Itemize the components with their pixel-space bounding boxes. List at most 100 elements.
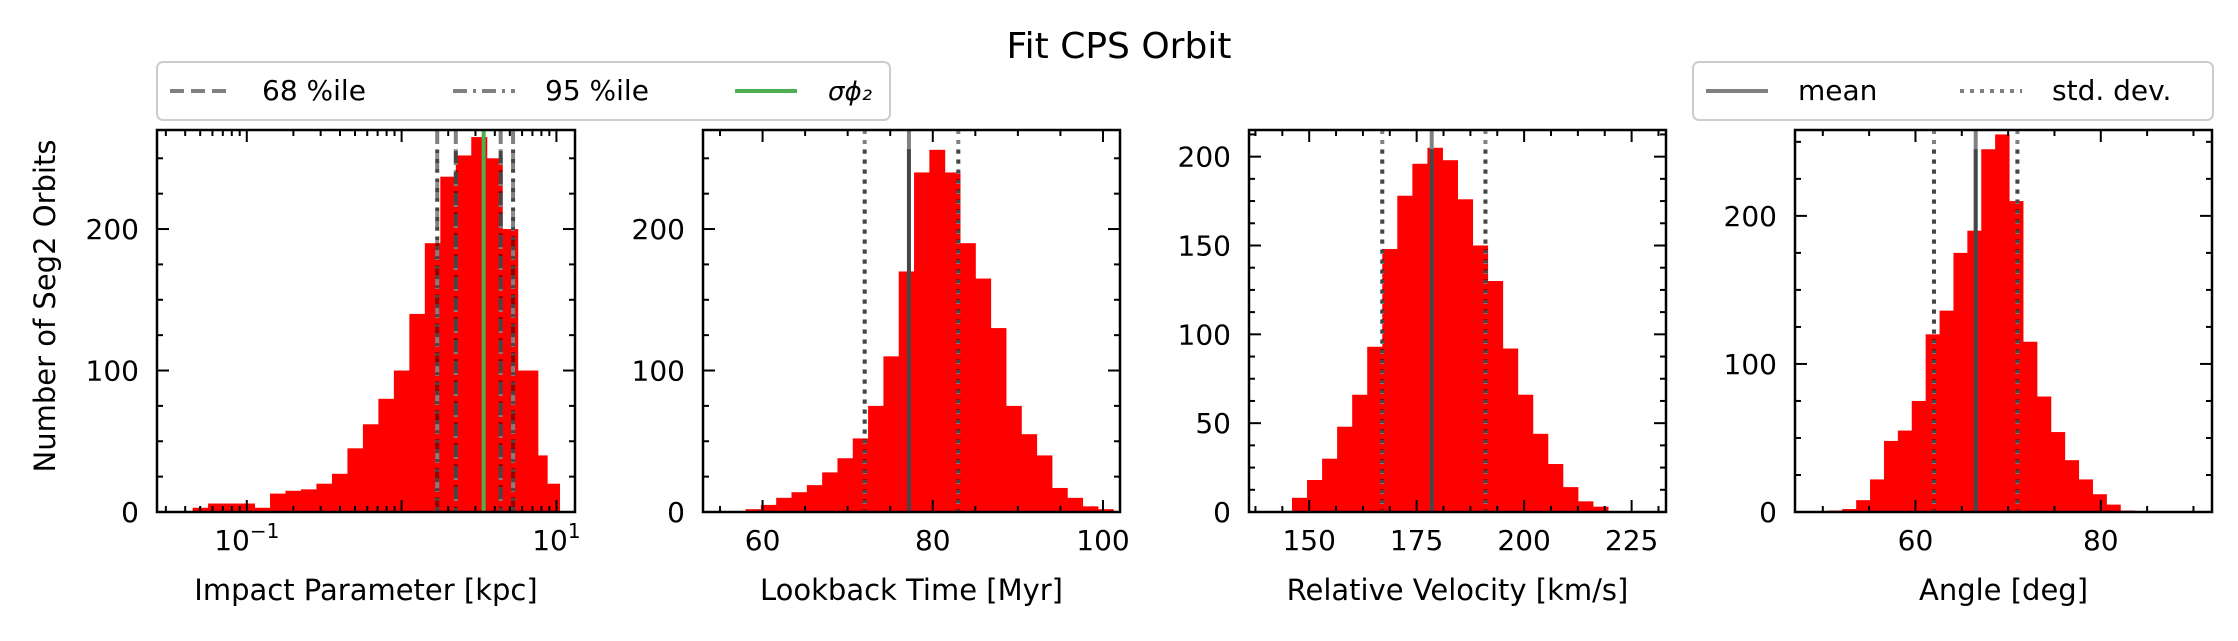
x-tick-label: 60 bbox=[1898, 524, 1934, 557]
x-axis-label: Lookback Time [Myr] bbox=[760, 573, 1063, 607]
legend-left-label-sigma: σϕ₂ bbox=[828, 77, 872, 107]
axes-frame bbox=[701, 128, 1122, 514]
y-axis-label: Number of Seg2 Orbits bbox=[28, 140, 62, 473]
legend-right-entry-std: std. dev. bbox=[1960, 74, 2171, 107]
bar bbox=[2064, 460, 2080, 512]
bar bbox=[1442, 160, 1458, 512]
bar bbox=[1382, 249, 1398, 512]
bar bbox=[898, 271, 915, 512]
legend-left-entry-68: 68 %ile bbox=[170, 74, 366, 107]
bar bbox=[822, 472, 838, 512]
bar bbox=[1911, 400, 1927, 512]
x-tick-label: 10−1 bbox=[214, 519, 279, 557]
bar bbox=[1082, 506, 1099, 512]
bar bbox=[1067, 497, 1084, 512]
x-axis-label: Impact Parameter [kpc] bbox=[194, 573, 537, 607]
bar bbox=[1883, 440, 1899, 512]
bar bbox=[1953, 252, 1968, 512]
bar bbox=[2078, 479, 2093, 512]
bar bbox=[393, 370, 410, 512]
y-tick-label: 0 bbox=[1213, 496, 1231, 529]
bar bbox=[2022, 341, 2038, 512]
bar bbox=[960, 243, 976, 512]
bar bbox=[1502, 348, 1519, 512]
y-tick-label: 50 bbox=[1195, 407, 1231, 440]
x-tick-label: 100 bbox=[1076, 524, 1129, 557]
bar bbox=[837, 458, 854, 512]
bar bbox=[2092, 494, 2107, 512]
bar bbox=[1457, 199, 1474, 512]
legend-right-label-std: std. dev. bbox=[2052, 74, 2171, 107]
bar bbox=[2106, 504, 2121, 512]
bar bbox=[409, 313, 426, 512]
bar bbox=[990, 328, 1007, 512]
bar bbox=[1352, 394, 1368, 512]
y-tick-label: 0 bbox=[121, 496, 139, 529]
bar bbox=[944, 172, 961, 512]
bar bbox=[1995, 134, 2010, 512]
bar bbox=[883, 356, 900, 512]
bar bbox=[868, 405, 884, 512]
bar bbox=[1397, 195, 1413, 512]
bar bbox=[776, 497, 793, 512]
y-tick-label: 200 bbox=[1724, 200, 1777, 233]
bar bbox=[347, 448, 364, 512]
bar bbox=[791, 492, 808, 512]
bar bbox=[285, 490, 302, 512]
legend-left-entry-95: 95 %ile bbox=[453, 74, 649, 107]
bar bbox=[527, 370, 539, 512]
legend-left: 68 %ile 95 %ile σϕ₂ bbox=[156, 61, 891, 121]
y-tick-label: 0 bbox=[1759, 496, 1777, 529]
x-tick-label: 175 bbox=[1390, 524, 1443, 557]
bar bbox=[1097, 509, 1114, 512]
axes-frame bbox=[155, 128, 577, 514]
bar bbox=[316, 483, 333, 512]
x-tick-label: 80 bbox=[2083, 524, 2119, 557]
x-tick-label: 150 bbox=[1282, 524, 1335, 557]
bar bbox=[975, 278, 992, 512]
panel-angle: 0 100 200 60 80 Angle [deg] bbox=[1724, 128, 2214, 607]
bar bbox=[1870, 479, 1885, 512]
bar bbox=[440, 176, 457, 512]
bar bbox=[1856, 500, 1871, 512]
bar bbox=[2050, 432, 2066, 512]
bar bbox=[300, 489, 317, 512]
bar bbox=[502, 229, 519, 512]
x-tick-label: 80 bbox=[915, 524, 951, 557]
x-tick-label: 200 bbox=[1497, 524, 1550, 557]
bar bbox=[1517, 394, 1534, 512]
panel-relative-velocity: 0 50 100 150 200 150 175 200 225 Relative Velocit… bbox=[1178, 128, 1668, 607]
bar bbox=[1897, 430, 1913, 512]
bar bbox=[1981, 149, 1996, 513]
y-tick-label: 100 bbox=[632, 355, 685, 388]
y-tick-label: 100 bbox=[1724, 348, 1777, 381]
bar bbox=[1487, 281, 1504, 512]
bar bbox=[1322, 458, 1338, 512]
bar bbox=[517, 370, 528, 512]
figure-title: Fit CPS Orbit bbox=[1007, 26, 1232, 67]
legend-right-label-mean: mean bbox=[1798, 74, 1877, 107]
bar bbox=[1291, 497, 1308, 512]
bar bbox=[1021, 434, 1038, 512]
bar bbox=[914, 172, 930, 512]
y-tick-label: 0 bbox=[667, 496, 685, 529]
y-tick-label: 150 bbox=[1178, 229, 1231, 262]
bar bbox=[378, 398, 395, 512]
panel-impact-parameter: 0 100 200 10−1 101 Impact Parameter [kpc] Numb… bbox=[28, 128, 581, 607]
bar bbox=[2009, 201, 2024, 512]
bar bbox=[806, 485, 823, 512]
x-tick-label: 101 bbox=[532, 519, 580, 557]
bar bbox=[1939, 310, 1954, 512]
panels: 0 100 200 10−1 101 Impact Parameter [kpc] Numb… bbox=[28, 128, 2214, 607]
bar bbox=[362, 424, 379, 512]
bar bbox=[929, 149, 946, 512]
y-tick-label: 200 bbox=[86, 213, 139, 246]
bar bbox=[2036, 396, 2052, 512]
bar bbox=[455, 155, 472, 512]
bar bbox=[1562, 487, 1579, 512]
bar bbox=[331, 473, 348, 512]
bar bbox=[208, 503, 225, 512]
bar bbox=[1051, 487, 1068, 512]
legend-left-label-68: 68 %ile bbox=[262, 74, 366, 107]
